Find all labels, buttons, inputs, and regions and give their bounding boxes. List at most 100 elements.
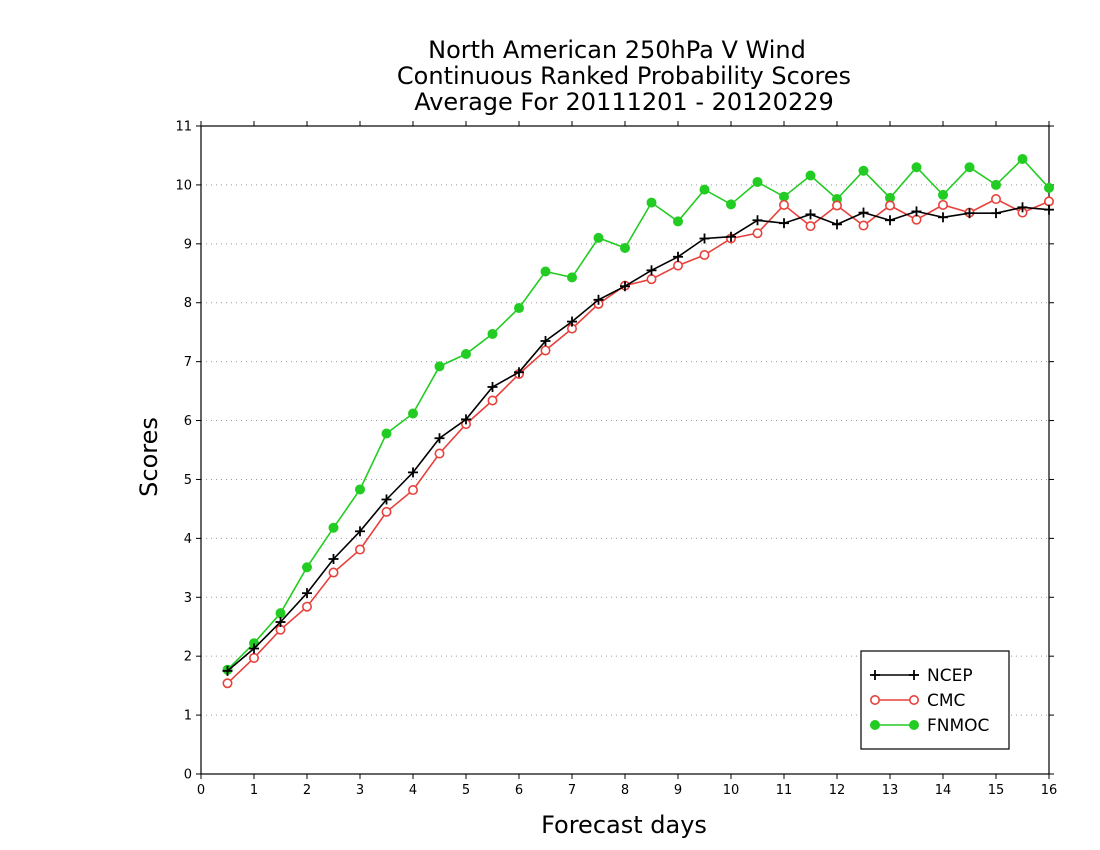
point-fnmoc-27 [938, 189, 948, 200]
legend-label-fnmoc: FNMOC [927, 716, 989, 736]
point-ncep-5 [355, 526, 365, 537]
point-fnmoc-18 [699, 184, 710, 195]
point-fnmoc-8 [434, 361, 445, 372]
point-ncep-22 [805, 209, 816, 220]
point-cmc-10 [487, 395, 498, 406]
legend-items: NCEP CMC FNMOC [869, 666, 989, 736]
point-ncep-31 [1044, 204, 1054, 215]
y-tick-label-1: 1 [184, 709, 192, 724]
y-tick-label-7: 7 [184, 355, 192, 370]
point-ncep-30 [1017, 202, 1028, 213]
point-cmc-20 [752, 228, 763, 239]
x-tick-label-9: 9 [674, 783, 682, 798]
y-tick-label-5: 5 [184, 473, 192, 488]
y-tick-label-6: 6 [184, 414, 192, 429]
point-ncep-0 [222, 665, 233, 676]
point-cmc-12 [540, 345, 551, 356]
point-cmc-29 [990, 194, 1001, 205]
point-fnmoc-21 [779, 191, 789, 202]
series-line-ncep [226, 206, 1050, 672]
legend-item-ncep: NCEP [870, 666, 973, 686]
point-fnmoc-11 [514, 303, 524, 314]
legend-marker-left-cmc [869, 694, 880, 705]
point-cmc-31 [1044, 196, 1055, 207]
point-ncep-15 [620, 281, 630, 292]
legend-label-ncep: NCEP [927, 666, 973, 686]
legend-marker-left-fnmoc [870, 720, 880, 730]
point-ncep-16 [646, 265, 657, 276]
point-fnmoc-20 [752, 176, 763, 187]
y-axis-title: Scores [135, 417, 163, 497]
x-tick-label-16: 16 [1041, 783, 1058, 798]
x-axis-title: Forecast days [541, 811, 707, 839]
point-ncep-17 [673, 251, 683, 262]
point-cmc-3 [301, 601, 312, 612]
point-fnmoc-2 [275, 608, 286, 619]
point-ncep-23 [832, 219, 842, 230]
x-tick-label-0: 0 [197, 783, 205, 798]
point-ncep-14 [593, 294, 604, 305]
x-tick-label-7: 7 [568, 783, 576, 798]
y-tick-label-4: 4 [184, 532, 192, 547]
point-cmc-6 [381, 506, 392, 517]
legend-label-cmc: CMC [927, 691, 965, 711]
y-tick-label-0: 0 [184, 768, 192, 783]
point-fnmoc-26 [911, 162, 922, 173]
chart-title: North American 250hPa V Wind Continuous … [397, 36, 851, 116]
point-ncep-11 [514, 367, 524, 378]
x-tick-label-4: 4 [409, 783, 417, 798]
point-cmc-17 [672, 260, 683, 271]
point-fnmoc-15 [620, 242, 630, 253]
point-cmc-8 [434, 448, 445, 459]
title-line-2: Continuous Ranked Probability Scores [397, 62, 851, 90]
point-ncep-18 [699, 233, 710, 244]
series-ncep [222, 202, 1054, 676]
legend-marker-left-ncep [870, 670, 880, 680]
point-ncep-21 [779, 218, 789, 229]
point-fnmoc-14 [593, 232, 604, 243]
legend: NCEP CMC FNMOC [860, 650, 1010, 750]
y-tick-label-11: 11 [175, 120, 192, 135]
point-cmc-7 [407, 485, 418, 496]
x-tick-label-10: 10 [723, 783, 740, 798]
series-layer [222, 153, 1055, 689]
point-fnmoc-3 [302, 562, 312, 573]
y-tick-label-8: 8 [184, 296, 192, 311]
legend-marker-right-ncep [909, 670, 919, 680]
point-fnmoc-5 [355, 484, 365, 495]
point-cmc-1 [249, 652, 260, 663]
legend-item-cmc: CMC [869, 691, 965, 711]
point-cmc-23 [831, 200, 842, 211]
point-fnmoc-7 [408, 408, 418, 419]
point-fnmoc-16 [646, 197, 657, 208]
point-fnmoc-6 [381, 428, 392, 439]
point-ncep-25 [885, 215, 895, 226]
legend-item-fnmoc: FNMOC [870, 716, 989, 736]
point-ncep-12 [540, 336, 551, 347]
y-tick-label-3: 3 [184, 591, 192, 606]
x-tick-label-1: 1 [250, 783, 258, 798]
point-ncep-3 [302, 588, 312, 599]
x-tick-label-11: 11 [776, 783, 793, 798]
point-fnmoc-31 [1044, 182, 1054, 193]
y-tick-label-10: 10 [175, 178, 192, 193]
y-tick-label-9: 9 [184, 237, 192, 252]
title-line-1: North American 250hPa V Wind [428, 36, 806, 64]
point-cmc-0 [222, 678, 233, 689]
series-fnmoc [222, 153, 1054, 675]
title-line-3: Average For 20111201 - 20120229 [414, 88, 834, 116]
point-fnmoc-28 [964, 162, 975, 173]
point-ncep-9 [461, 414, 471, 425]
point-ncep-2 [275, 617, 286, 628]
series-line-fnmoc [226, 157, 1050, 671]
point-cmc-16 [646, 274, 657, 285]
point-fnmoc-10 [487, 328, 498, 339]
point-fnmoc-29 [991, 179, 1001, 190]
x-tick-label-15: 15 [988, 783, 1005, 798]
x-tick-label-13: 13 [882, 783, 899, 798]
point-ncep-13 [567, 316, 577, 327]
x-tick-label-6: 6 [515, 783, 523, 798]
point-ncep-10 [487, 381, 498, 392]
